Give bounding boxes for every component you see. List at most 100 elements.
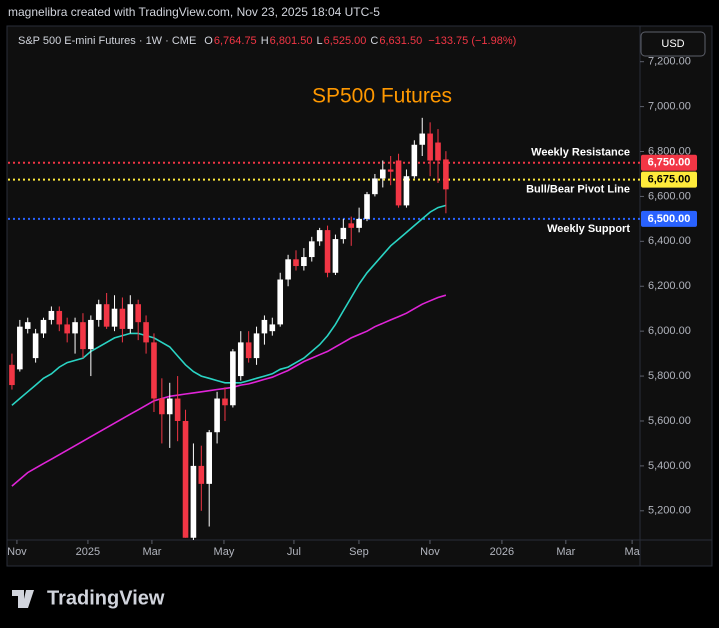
candle-body [88, 319, 94, 350]
ohlc-value: 6,631.50 [379, 35, 422, 47]
candle-body [119, 308, 126, 329]
candle-body [364, 194, 370, 219]
candle-body [293, 259, 299, 267]
candle-body [253, 333, 260, 359]
x-tick-label: Nov [7, 546, 27, 558]
level-tag [641, 210, 697, 227]
x-tick-label: Nov [420, 546, 440, 558]
ohlc-value: 6,801.50 [270, 35, 313, 47]
axes: 5,200.00 5,400.00 5,600.00 5,800.00 6,000.00… [7, 56, 697, 558]
currency-label[interactable]: USD [661, 38, 684, 50]
candle-body [9, 364, 15, 386]
y-tick-label: 5,600.00 [648, 415, 691, 427]
x-tick-label: 2026 [490, 546, 514, 558]
candle-body [324, 230, 331, 273]
x-tick-label: Ma [624, 546, 640, 558]
y-tick-label: 6,200.00 [648, 280, 691, 292]
candle-body [435, 142, 441, 161]
candle-body [269, 324, 276, 332]
y-tick-label: 5,800.00 [648, 370, 691, 382]
chart-panel [6, 25, 713, 567]
candle-body [151, 342, 157, 399]
candle-body [411, 144, 418, 177]
candle-body [174, 398, 181, 421]
candle-body [419, 133, 426, 145]
symbol: S&P 500 E-mini Futures · 1W · CME [18, 35, 196, 47]
candle-body [24, 322, 31, 329]
y-tick-label: 6,800.00 [648, 145, 691, 157]
credit: magnelibra created with TradingView.com,… [8, 5, 380, 19]
candle-body [372, 178, 378, 195]
ohlc-label: H [261, 35, 269, 47]
level-annotation: Weekly Support [547, 223, 630, 235]
candle-body [395, 160, 402, 206]
ohlc-value: 6,764.75 [214, 35, 257, 47]
candle-body [56, 310, 63, 325]
plot-area [8, 117, 640, 540]
y-tick-label: 7,000.00 [648, 101, 691, 113]
candle-body [198, 465, 205, 484]
currency-button[interactable] [640, 31, 706, 57]
candle-body [32, 333, 39, 359]
candle-body [387, 169, 394, 172]
candle-body [379, 169, 386, 179]
candle-body [166, 398, 173, 415]
change: −133.75 (−1.98%) [428, 35, 516, 47]
candle-body [64, 324, 70, 334]
candle-body [285, 259, 291, 280]
candle-body [427, 133, 433, 161]
x-tick-label: Mar [556, 546, 575, 558]
y-tick-label: 7,200.00 [648, 56, 691, 68]
x-tick-label: Sep [349, 546, 369, 558]
y-tick-label: 6,600.00 [648, 190, 691, 202]
y-tick-label: 5,200.00 [648, 505, 691, 517]
candle-body [17, 326, 23, 370]
candle-body [245, 342, 252, 359]
candle-body [206, 432, 212, 484]
level-tag-label: 6,675.00 [648, 173, 691, 185]
candle-body [95, 304, 102, 320]
chart-title: SP500 Futures [312, 85, 452, 108]
candle-body [443, 159, 449, 190]
moving-average [11, 294, 447, 487]
level-tag [641, 154, 697, 171]
candle-body [316, 230, 323, 242]
candle-body [111, 308, 118, 327]
candle-body [261, 319, 268, 334]
logo-text: TradingView [47, 587, 165, 609]
logo [12, 590, 34, 608]
candle-body [72, 322, 78, 334]
level-tag-label: 6,500.00 [648, 213, 691, 225]
candle-body [348, 223, 355, 228]
candle-body [301, 257, 307, 267]
candle-body [143, 322, 149, 343]
level-tag [641, 171, 697, 188]
candle-body [127, 304, 134, 329]
candle-body [214, 398, 220, 433]
candle-body [159, 398, 165, 415]
ohlc-label: O [204, 35, 213, 47]
y-tick-label: 6,400.00 [648, 235, 691, 247]
x-tick-label: May [214, 546, 235, 558]
level-annotation: Bull/Bear Pivot Line [526, 183, 630, 195]
ohlc-label: L [316, 35, 322, 47]
candle-body [222, 398, 228, 406]
candle-body [182, 420, 189, 538]
candle-body [277, 279, 284, 325]
moving-average [11, 204, 447, 406]
candle-body [190, 465, 197, 538]
candle-body [340, 227, 347, 240]
ohlc-label: C [370, 35, 378, 47]
y-tick-label: 5,400.00 [648, 460, 691, 472]
candle-body [230, 351, 236, 406]
ohlc-value: 6,525.00 [324, 35, 367, 47]
symbol-bar: S&P 500 E-mini Futures · 1W · CME O 6,764.… [18, 35, 516, 47]
candle-body [48, 310, 55, 320]
candle-body [103, 304, 110, 327]
candle-body [237, 342, 244, 377]
candle-body [308, 241, 315, 258]
logo-dot [26, 590, 32, 596]
level-tag-label: 6,750.00 [648, 157, 691, 169]
y-tick-label: 6,000.00 [648, 325, 691, 337]
